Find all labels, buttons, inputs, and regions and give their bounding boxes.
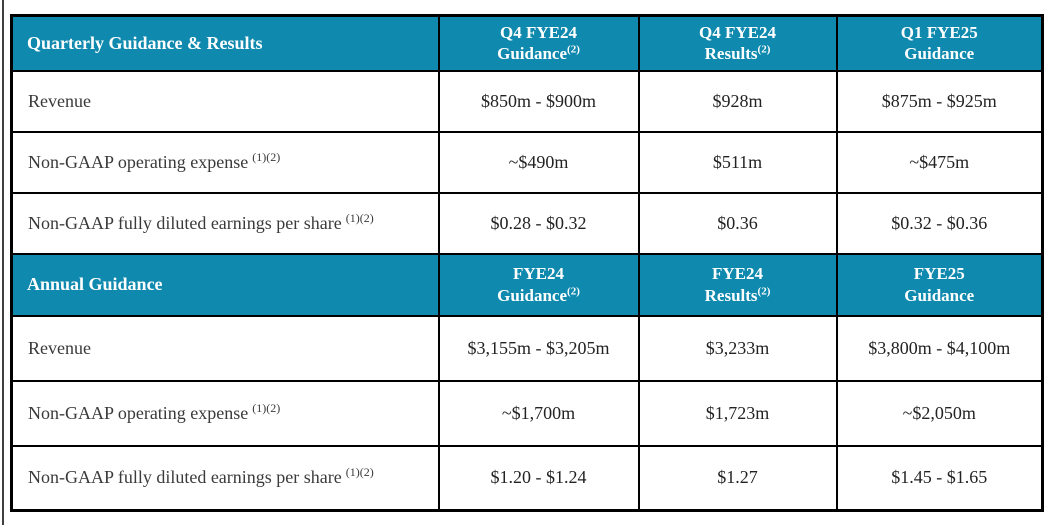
- quarterly-section-title: Quarterly Guidance & Results: [10, 14, 440, 72]
- table-row-annual-revenue: Revenue $3,155m - $3,205m $3,233m $3,800…: [10, 314, 1044, 382]
- cell-value: $0.28 - $0.32: [437, 191, 640, 255]
- row-label-text: Revenue: [28, 337, 91, 358]
- cell-value: $3,233m: [637, 314, 838, 382]
- table-row-quarterly-eps: Non-GAAP fully diluted earnings per shar…: [10, 191, 1044, 255]
- cell-value: $511m: [637, 130, 838, 194]
- cell-value: $0.32 - $0.36: [835, 191, 1044, 255]
- annual-header-row: Annual Guidance FYE24 Guidance(2) FYE24 …: [10, 252, 1044, 317]
- footnote-marker: (2): [567, 43, 580, 56]
- row-label-text: Revenue: [28, 90, 91, 111]
- column-header-line2: Results: [704, 44, 758, 64]
- cell-value: $1.20 - $1.24: [437, 444, 640, 512]
- row-label: Revenue: [10, 69, 440, 133]
- footnote-marker: (2): [757, 284, 771, 297]
- cell-value: $3,800m - $4,100m: [835, 314, 1044, 382]
- table-row-quarterly-opex: Non-GAAP operating expense (1)(2) ~$490m …: [10, 130, 1044, 194]
- row-label-text: Non-GAAP fully diluted earnings per shar…: [28, 212, 342, 233]
- row-label: Non-GAAP fully diluted earnings per shar…: [10, 444, 440, 512]
- table-row-quarterly-revenue: Revenue $850m - $900m $928m $875m - $925…: [10, 69, 1044, 133]
- column-header-line1: FYE24: [712, 263, 763, 283]
- page-left-rule: [2, 0, 4, 525]
- cell-value: ~$490m: [437, 130, 640, 194]
- footnote-marker: (2): [757, 43, 771, 56]
- column-header-line2: Guidance: [904, 44, 975, 64]
- cell-value: $3,155m - $3,205m: [437, 314, 640, 382]
- column-header-line1: FYE25: [913, 263, 965, 283]
- column-header-fye24-results: FYE24 Results(2): [637, 252, 838, 317]
- footnote-marker: (2): [567, 284, 580, 297]
- guidance-results-table: Quarterly Guidance & Results Q4 FYE24 Gu…: [10, 14, 1044, 512]
- column-header-line1: Q1 FYE25: [900, 22, 978, 42]
- table-row-annual-eps: Non-GAAP fully diluted earnings per shar…: [10, 444, 1044, 512]
- column-header-q4-guidance: Q4 FYE24 Guidance(2): [437, 14, 640, 72]
- cell-value: $1,723m: [637, 379, 838, 447]
- row-label: Non-GAAP operating expense (1)(2): [10, 130, 440, 194]
- cell-value: $1.45 - $1.65: [835, 444, 1044, 512]
- column-header-fye24-guidance: FYE24 Guidance(2): [437, 252, 640, 317]
- footnote-marker: (1)(2): [252, 149, 281, 164]
- quarterly-header-row: Quarterly Guidance & Results Q4 FYE24 Gu…: [10, 14, 1044, 72]
- cell-value: ~$1,700m: [437, 379, 640, 447]
- row-label-text: Non-GAAP operating expense: [28, 151, 249, 172]
- cell-value: $850m - $900m: [437, 69, 640, 133]
- column-header-fye25-guidance: FYE25 Guidance: [835, 252, 1044, 317]
- column-header-line1: Q4 FYE24: [500, 22, 577, 42]
- column-header-line2: Guidance: [497, 285, 568, 305]
- row-label-text: Non-GAAP fully diluted earnings per shar…: [28, 467, 342, 488]
- footnote-marker: (1)(2): [345, 465, 374, 480]
- footnote-marker: (1)(2): [252, 400, 281, 415]
- column-header-line1: FYE24: [513, 263, 564, 283]
- table-row-annual-opex: Non-GAAP operating expense (1)(2) ~$1,700…: [10, 379, 1044, 447]
- cell-value: $875m - $925m: [835, 69, 1044, 133]
- row-label: Non-GAAP operating expense (1)(2): [10, 379, 440, 447]
- column-header-q4-results: Q4 FYE24 Results(2): [637, 14, 838, 72]
- cell-value: ~$475m: [835, 130, 1044, 194]
- column-header-line1: Q4 FYE24: [699, 22, 776, 42]
- column-header-q1-guidance: Q1 FYE25 Guidance: [835, 14, 1044, 72]
- column-header-line2: Results: [704, 285, 758, 305]
- cell-value: $0.36: [637, 191, 838, 255]
- footnote-marker: (1)(2): [345, 210, 374, 225]
- cell-value: ~$2,050m: [835, 379, 1044, 447]
- row-label: Revenue: [10, 314, 440, 382]
- cell-value: $928m: [637, 69, 838, 133]
- row-label: Non-GAAP fully diluted earnings per shar…: [10, 191, 440, 255]
- row-label-text: Non-GAAP operating expense: [28, 402, 249, 423]
- cell-value: $1.27: [637, 444, 838, 512]
- annual-section-title: Annual Guidance: [10, 252, 440, 317]
- column-header-line2: Guidance: [497, 44, 568, 64]
- column-header-line2: Guidance: [904, 285, 975, 305]
